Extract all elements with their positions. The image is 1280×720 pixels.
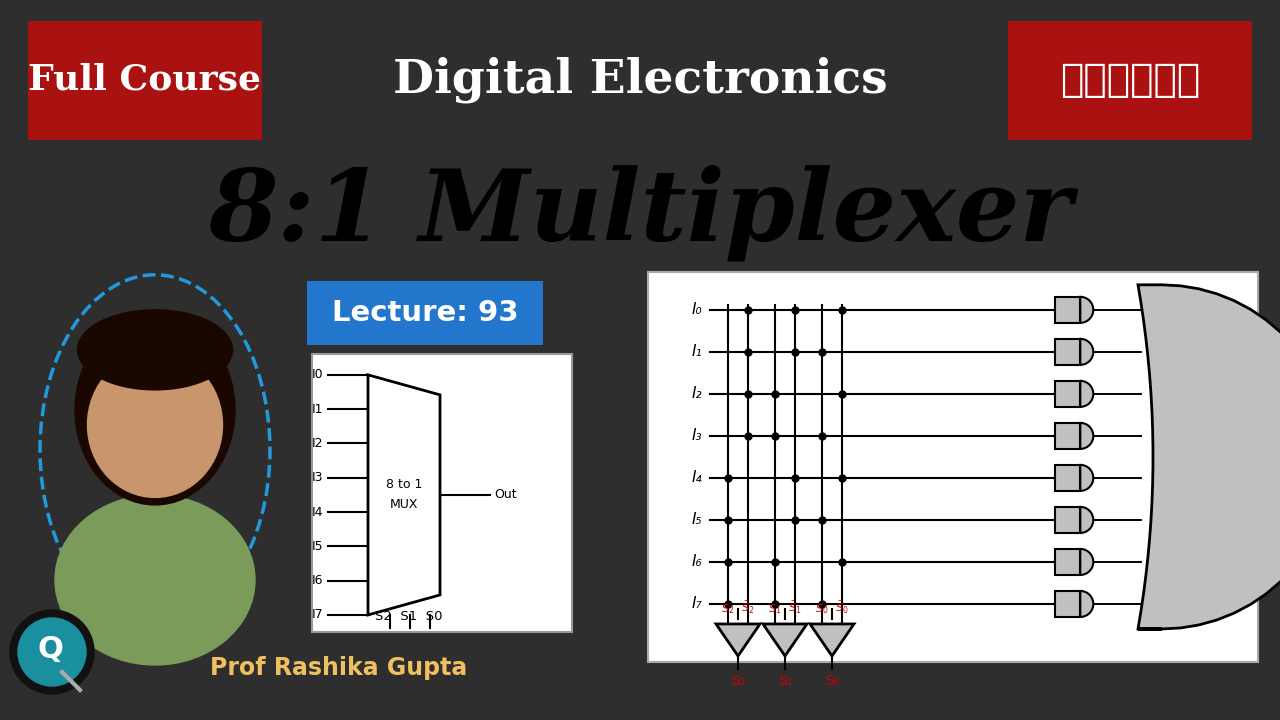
Text: I1: I1 — [311, 402, 323, 415]
Text: हिन्दी: हिन्दी — [1060, 61, 1201, 99]
Bar — [1055, 423, 1080, 449]
Text: I2: I2 — [311, 437, 323, 450]
Polygon shape — [369, 375, 440, 615]
FancyBboxPatch shape — [307, 281, 543, 345]
Bar — [1055, 465, 1080, 491]
Text: S2  S1  S0: S2 S1 S0 — [375, 610, 443, 623]
Text: Lecture: 93: Lecture: 93 — [332, 299, 518, 327]
Text: S₂: S₂ — [731, 674, 745, 688]
FancyBboxPatch shape — [312, 354, 572, 632]
Ellipse shape — [78, 310, 233, 390]
Text: I7: I7 — [311, 608, 323, 621]
Text: Q: Q — [37, 636, 63, 665]
Text: I₀: I₀ — [691, 302, 701, 318]
Text: I₁: I₁ — [691, 344, 701, 359]
Polygon shape — [763, 624, 806, 656]
Text: I₃: I₃ — [691, 428, 701, 444]
Text: I6: I6 — [311, 574, 323, 587]
Polygon shape — [1138, 285, 1280, 629]
Bar — [1055, 381, 1080, 407]
Text: $S_0$: $S_0$ — [815, 602, 828, 616]
Polygon shape — [716, 624, 760, 656]
Text: 8:1 Multiplexer: 8:1 Multiplexer — [207, 165, 1073, 261]
Text: 8 to 1: 8 to 1 — [385, 478, 422, 491]
Wedge shape — [1080, 423, 1093, 449]
Text: $S_1$: $S_1$ — [768, 602, 782, 616]
Text: $\bar{S}_2$: $\bar{S}_2$ — [741, 600, 755, 616]
Text: I5: I5 — [311, 540, 323, 553]
Bar — [1055, 507, 1080, 533]
Ellipse shape — [87, 352, 223, 498]
Ellipse shape — [76, 315, 236, 505]
FancyBboxPatch shape — [648, 272, 1258, 662]
Wedge shape — [1080, 465, 1093, 491]
Text: I₄: I₄ — [691, 470, 701, 485]
Text: I₆: I₆ — [691, 554, 701, 570]
Text: I0: I0 — [311, 369, 323, 382]
Text: S₀: S₀ — [824, 674, 840, 688]
Text: I₇: I₇ — [691, 596, 701, 611]
Ellipse shape — [55, 495, 255, 665]
Bar — [1055, 549, 1080, 575]
Wedge shape — [1080, 549, 1093, 575]
Text: Out: Out — [494, 488, 517, 501]
FancyBboxPatch shape — [28, 21, 262, 140]
Text: I3: I3 — [311, 472, 323, 485]
FancyBboxPatch shape — [1009, 21, 1252, 140]
Text: $\bar{S}_0$: $\bar{S}_0$ — [836, 600, 849, 616]
Text: I₂: I₂ — [691, 387, 701, 401]
Wedge shape — [1080, 297, 1093, 323]
Text: Digital Electronics: Digital Electronics — [393, 57, 887, 103]
Text: $\bar{S}_1$: $\bar{S}_1$ — [788, 600, 801, 616]
Text: Prof Rashika Gupta: Prof Rashika Gupta — [210, 656, 467, 680]
Text: MUX: MUX — [389, 498, 419, 511]
Bar — [1055, 591, 1080, 617]
Text: I₅: I₅ — [691, 513, 701, 528]
Wedge shape — [1080, 339, 1093, 365]
Bar — [1055, 297, 1080, 323]
Circle shape — [10, 610, 93, 694]
Wedge shape — [1080, 381, 1093, 407]
Text: Full Course: Full Course — [28, 63, 261, 97]
Circle shape — [18, 618, 86, 686]
Wedge shape — [1080, 507, 1093, 533]
Text: I4: I4 — [311, 505, 323, 518]
Text: S₁: S₁ — [778, 674, 792, 688]
Text: $S_2$: $S_2$ — [722, 602, 735, 616]
Polygon shape — [810, 624, 854, 656]
Wedge shape — [1080, 591, 1093, 617]
Bar — [1055, 339, 1080, 365]
